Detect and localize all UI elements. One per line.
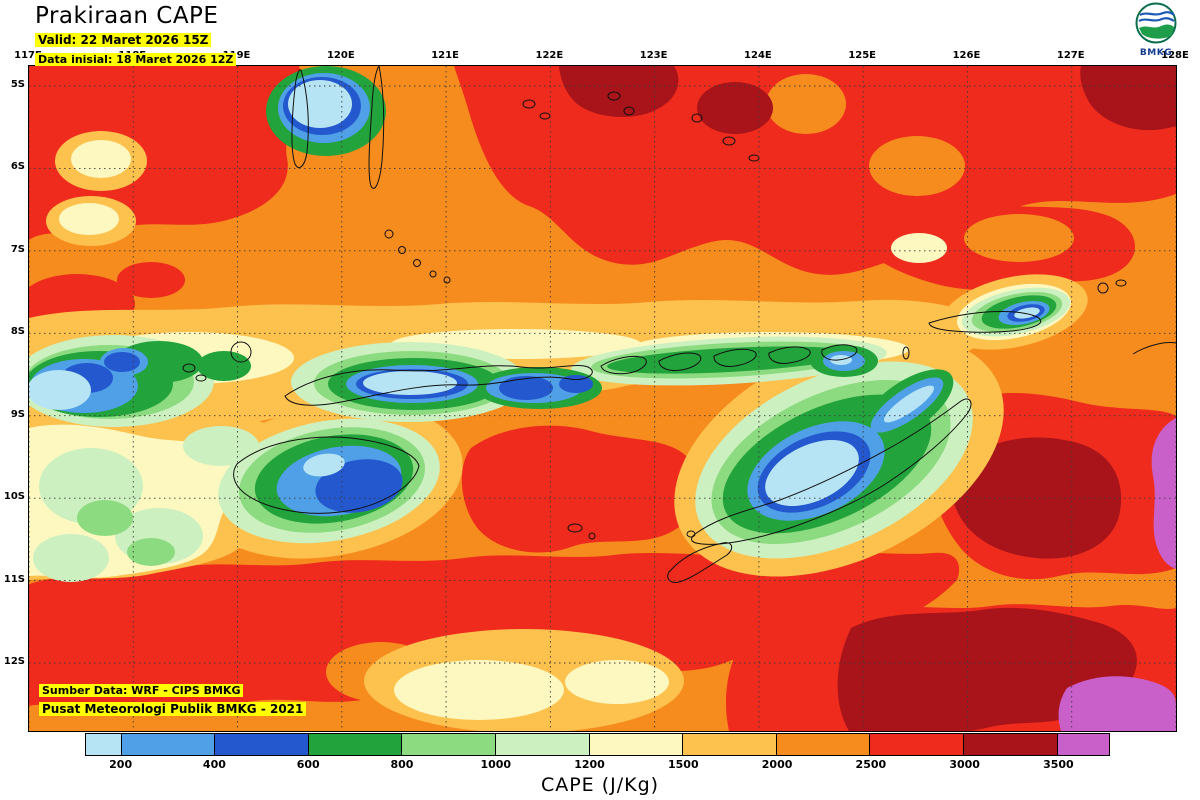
header: Prakiraan CAPE Valid: 22 Maret 2026 15Z … — [35, 3, 237, 67]
colorbar-segment — [589, 734, 684, 755]
lon-label: 122E — [535, 50, 564, 61]
lon-label: 125E — [848, 50, 877, 61]
lat-label: 7S — [10, 243, 25, 255]
init-time-label: Data inisial: 18 Maret 2026 12Z — [35, 53, 237, 66]
lat-label: 9S — [10, 408, 25, 420]
contour-field — [29, 66, 1176, 731]
colorbar-segment — [215, 734, 309, 755]
lon-label: 124E — [744, 50, 772, 61]
colorbar-segment — [963, 734, 1058, 755]
lat-label: 5S — [10, 79, 25, 90]
valid-time-label: Valid: 22 Maret 2026 15Z — [35, 33, 212, 47]
colorbar-segment — [1057, 734, 1109, 755]
colorbar-segment — [86, 734, 122, 755]
colorbar-segment — [683, 734, 777, 755]
lon-label: 121E — [431, 50, 459, 61]
colorbar-segment — [121, 734, 216, 755]
colorbar-tick: 1200 — [574, 758, 605, 771]
lat-label: 10S — [3, 491, 25, 503]
lon-label: 123E — [639, 50, 668, 61]
bmkg-logo-label: BMKG — [1139, 48, 1173, 58]
graticule-gridlines — [29, 66, 1176, 731]
colorbar-tick: 200 — [109, 758, 133, 771]
colorbar-tick: 3000 — [949, 758, 980, 771]
colorbar-tick: 1000 — [480, 758, 512, 771]
page-title: Prakiraan CAPE — [35, 3, 219, 29]
colorbar-tick: 600 — [296, 758, 320, 771]
colorbar-tick: 3500 — [1043, 758, 1074, 771]
lat-label: 12S — [3, 656, 25, 667]
colorbar-caption: CAPE (J/Kg) — [540, 774, 660, 796]
colorbar-segment — [870, 734, 964, 755]
cape-map: Sumber Data: WRF - CIPS BMKG Pusat Meteo… — [28, 65, 1177, 732]
lon-label: 127E — [1056, 50, 1085, 61]
source-attribution: Sumber Data: WRF - CIPS BMKG — [39, 684, 244, 697]
lat-label: 6S — [10, 161, 25, 173]
lat-label: 11S — [3, 573, 25, 585]
lon-label: 128E — [1161, 50, 1189, 61]
colorbar-segment — [776, 734, 871, 755]
colorbar-tick: 800 — [390, 758, 414, 771]
coastlines — [182, 66, 1176, 583]
colorbar-tick: 400 — [202, 758, 226, 771]
latitude-axis: 5S 6S 7S 8S 9S 10S 11S 12S — [0, 0, 27, 800]
lon-label: 117E — [14, 50, 42, 61]
bmkg-logo-icon — [1135, 2, 1177, 44]
colorbar-tick: 2000 — [761, 758, 793, 771]
colorbar-segment — [495, 734, 590, 755]
longitude-axis: 117E118E119E120E121E122E123E124E125E126E… — [0, 50, 1200, 63]
lon-label: 120E — [326, 50, 355, 61]
lon-label: 119E — [222, 50, 251, 61]
cape-map-canvas — [29, 66, 1176, 731]
lat-label: 8S — [10, 326, 25, 338]
bmkg-logo: BMKG — [1130, 2, 1182, 58]
colorbar-tick: 1500 — [667, 758, 699, 771]
cape-colorbar — [85, 733, 1110, 756]
colorbar-tick: 2500 — [855, 758, 887, 771]
colorbar-tick-labels: 200 400 600 800 1000 1200 1500 2000 2500 3000 3500 — [85, 758, 1110, 772]
colorbar-segment — [308, 734, 403, 755]
colorbar-segment — [402, 734, 496, 755]
publisher-attribution: Pusat Meteorologi Publik BMKG - 2021 — [39, 702, 307, 716]
lon-label: 126E — [952, 50, 981, 61]
